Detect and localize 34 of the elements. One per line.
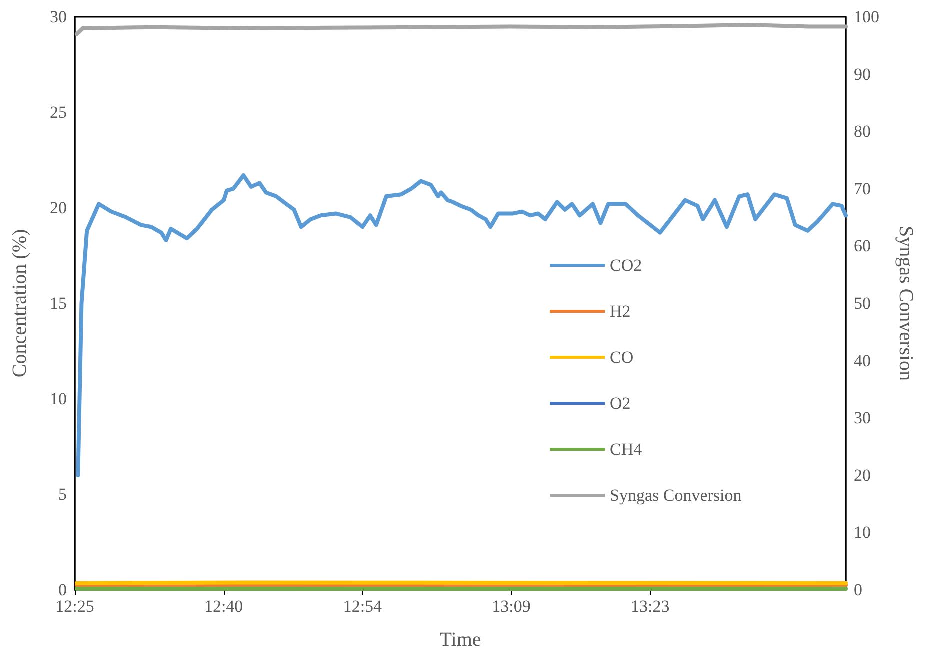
y-tick-label: 15 bbox=[50, 294, 67, 313]
y2-tick-label: 60 bbox=[854, 236, 871, 256]
legend-label: H2 bbox=[610, 302, 631, 321]
y-tick-label: 30 bbox=[50, 8, 67, 26]
y2-tick-label: 100 bbox=[854, 8, 880, 26]
y2-tick-label: 90 bbox=[854, 64, 871, 84]
y2-tick-label: 70 bbox=[854, 179, 871, 198]
x-tick-label: 13:09 bbox=[492, 597, 531, 616]
x-tick-label: 12:54 bbox=[343, 597, 383, 616]
y2-tick-label: 40 bbox=[854, 351, 871, 370]
y-axis-title: Concentration (%) bbox=[9, 229, 31, 378]
y2-tick-label: 20 bbox=[854, 466, 871, 485]
y-tick-label: 20 bbox=[50, 198, 67, 218]
x-tick-label: 13:23 bbox=[630, 597, 670, 616]
y2-tick-label: 30 bbox=[854, 408, 871, 428]
y2-axis-title: Syngas Conversion bbox=[895, 226, 917, 381]
legend-label: Syngas Conversion bbox=[610, 486, 742, 505]
legend-label: CH4 bbox=[610, 440, 643, 459]
y-tick-label: 0 bbox=[58, 580, 67, 600]
y2-tick-label: 10 bbox=[854, 523, 871, 542]
x-tick-label: 12:40 bbox=[204, 597, 244, 616]
line-series bbox=[74, 23, 848, 36]
y2-tick-label: 80 bbox=[854, 122, 871, 142]
line-series bbox=[76, 174, 848, 478]
y2-tick-label: 0 bbox=[854, 580, 862, 600]
y2-tick-label: 50 bbox=[854, 294, 871, 313]
y-tick-label: 5 bbox=[58, 485, 67, 504]
y-tick-label: 25 bbox=[50, 103, 67, 122]
legend-label: O2 bbox=[610, 394, 631, 413]
legend-label: CO2 bbox=[610, 256, 642, 275]
x-tick-label: 12:25 bbox=[56, 597, 94, 616]
x-axis-title: Time bbox=[440, 629, 482, 651]
legend-label: CO bbox=[610, 348, 634, 367]
y-tick-label: 10 bbox=[50, 390, 67, 408]
